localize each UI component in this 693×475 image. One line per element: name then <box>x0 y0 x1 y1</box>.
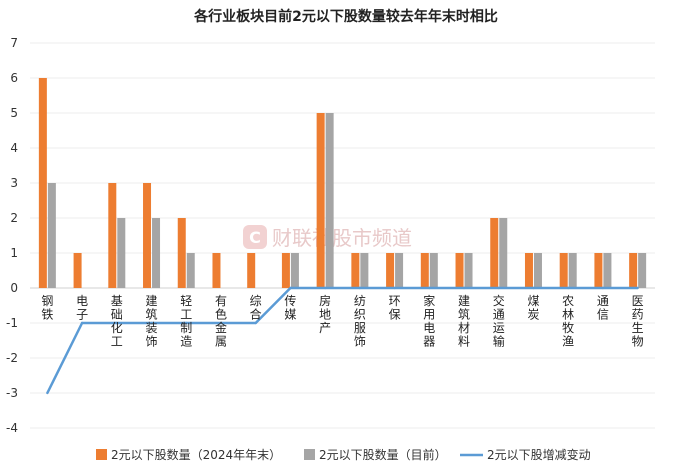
bar <box>490 218 499 288</box>
y-tick-label: -3 <box>6 386 18 400</box>
category-label: 房地产 <box>319 293 331 335</box>
line-series <box>46 286 638 394</box>
watermark-logo-icon <box>243 225 267 249</box>
bar <box>212 253 221 288</box>
category-label: 传媒 <box>284 293 296 322</box>
bar <box>290 253 299 288</box>
y-tick-label: 6 <box>10 71 18 85</box>
bar <box>499 218 508 288</box>
bar <box>108 183 117 288</box>
bar <box>524 253 533 288</box>
bar <box>360 253 369 288</box>
legend-label: 2元以下股数量（2024年年末） <box>111 447 281 462</box>
watermark: C 财联社股市频道 <box>243 225 412 250</box>
y-tick-label: 1 <box>10 246 18 260</box>
legend-label: 2元以下股增减变动 <box>487 447 591 462</box>
bar <box>464 253 473 288</box>
line-point <box>323 286 327 290</box>
line-point <box>358 286 362 290</box>
bar <box>117 218 126 288</box>
bar <box>177 218 186 288</box>
category-label: 医药生物 <box>632 294 644 349</box>
category-label: 通信 <box>597 294 609 322</box>
change-line <box>46 286 639 395</box>
line-point <box>428 286 431 290</box>
bar <box>429 253 438 288</box>
category-label: 交通运输 <box>493 293 505 349</box>
category-label: 建筑装饰 <box>146 294 158 349</box>
y-tick-label: 7 <box>10 36 18 50</box>
bar <box>152 218 161 288</box>
legend: 2元以下股数量（2024年年末） 2元以下股数量（目前） 2元以下股增减变动 <box>96 447 591 462</box>
bar <box>568 253 577 288</box>
category-label: 建筑材料 <box>458 294 470 349</box>
line-point <box>219 321 223 325</box>
line-point <box>566 286 570 290</box>
bar <box>455 253 464 288</box>
watermark-logo-letter: C <box>249 228 261 247</box>
bar <box>325 113 334 288</box>
line-point <box>115 321 119 325</box>
y-tick-label: 2 <box>10 211 18 225</box>
category-label: 轻工制造 <box>180 294 192 349</box>
category-label: 综合 <box>250 294 262 322</box>
category-label: 煤炭 <box>527 294 539 322</box>
bar <box>533 253 542 288</box>
bar <box>38 78 47 288</box>
y-axis-ticks: -4 -3 -2 -1 0 1 2 3 4 5 6 7 <box>6 36 18 435</box>
legend-swatch <box>304 449 315 460</box>
bar <box>73 253 82 288</box>
bar <box>629 253 638 288</box>
legend-swatch <box>96 449 107 460</box>
bar <box>316 113 325 288</box>
category-label: 家用电器 <box>423 293 435 349</box>
y-tick-label: 0 <box>10 281 18 295</box>
category-label: 基础化工 <box>111 294 123 349</box>
y-tick-label: -2 <box>6 351 18 365</box>
bar <box>395 253 404 288</box>
bar <box>143 183 152 288</box>
line-point <box>462 286 466 290</box>
bar <box>247 253 256 288</box>
bar <box>186 253 195 288</box>
chart-title: 各行业板块目前2元以下股数量较去年年末时相比 <box>193 8 498 25</box>
category-label: 电子 <box>76 294 88 322</box>
bar <box>281 253 290 288</box>
bar <box>420 253 429 288</box>
bar <box>594 253 603 288</box>
bars <box>38 78 647 288</box>
category-label: 农林牧渔 <box>562 294 574 349</box>
watermark-text: 财联社股市频道 <box>272 226 412 250</box>
line-point <box>254 321 257 325</box>
y-tick-label: 4 <box>10 141 18 155</box>
line-point <box>497 286 500 290</box>
line-point <box>289 286 292 290</box>
category-label: 钢铁 <box>41 294 53 322</box>
category-label: 环保 <box>389 294 401 322</box>
bar <box>386 253 395 288</box>
y-tick-label: 5 <box>10 106 18 120</box>
line-point <box>393 286 396 290</box>
bar <box>603 253 612 288</box>
y-tick-label: 3 <box>10 176 18 190</box>
bar <box>559 253 568 288</box>
line-point <box>601 286 605 290</box>
bar <box>47 183 56 288</box>
legend-label: 2元以下股数量（目前） <box>319 447 447 462</box>
y-tick-label: -4 <box>6 421 18 435</box>
line-point <box>150 321 153 325</box>
line-point <box>636 286 639 290</box>
line-point <box>532 286 535 290</box>
category-label: 纺织服饰 <box>354 294 366 349</box>
bar <box>351 253 360 288</box>
y-tick-label: -1 <box>6 316 18 330</box>
bar <box>638 253 647 288</box>
line-point <box>185 321 188 325</box>
line-point <box>80 321 84 325</box>
category-label: 有色金属 <box>215 294 227 349</box>
line-point <box>46 391 49 395</box>
